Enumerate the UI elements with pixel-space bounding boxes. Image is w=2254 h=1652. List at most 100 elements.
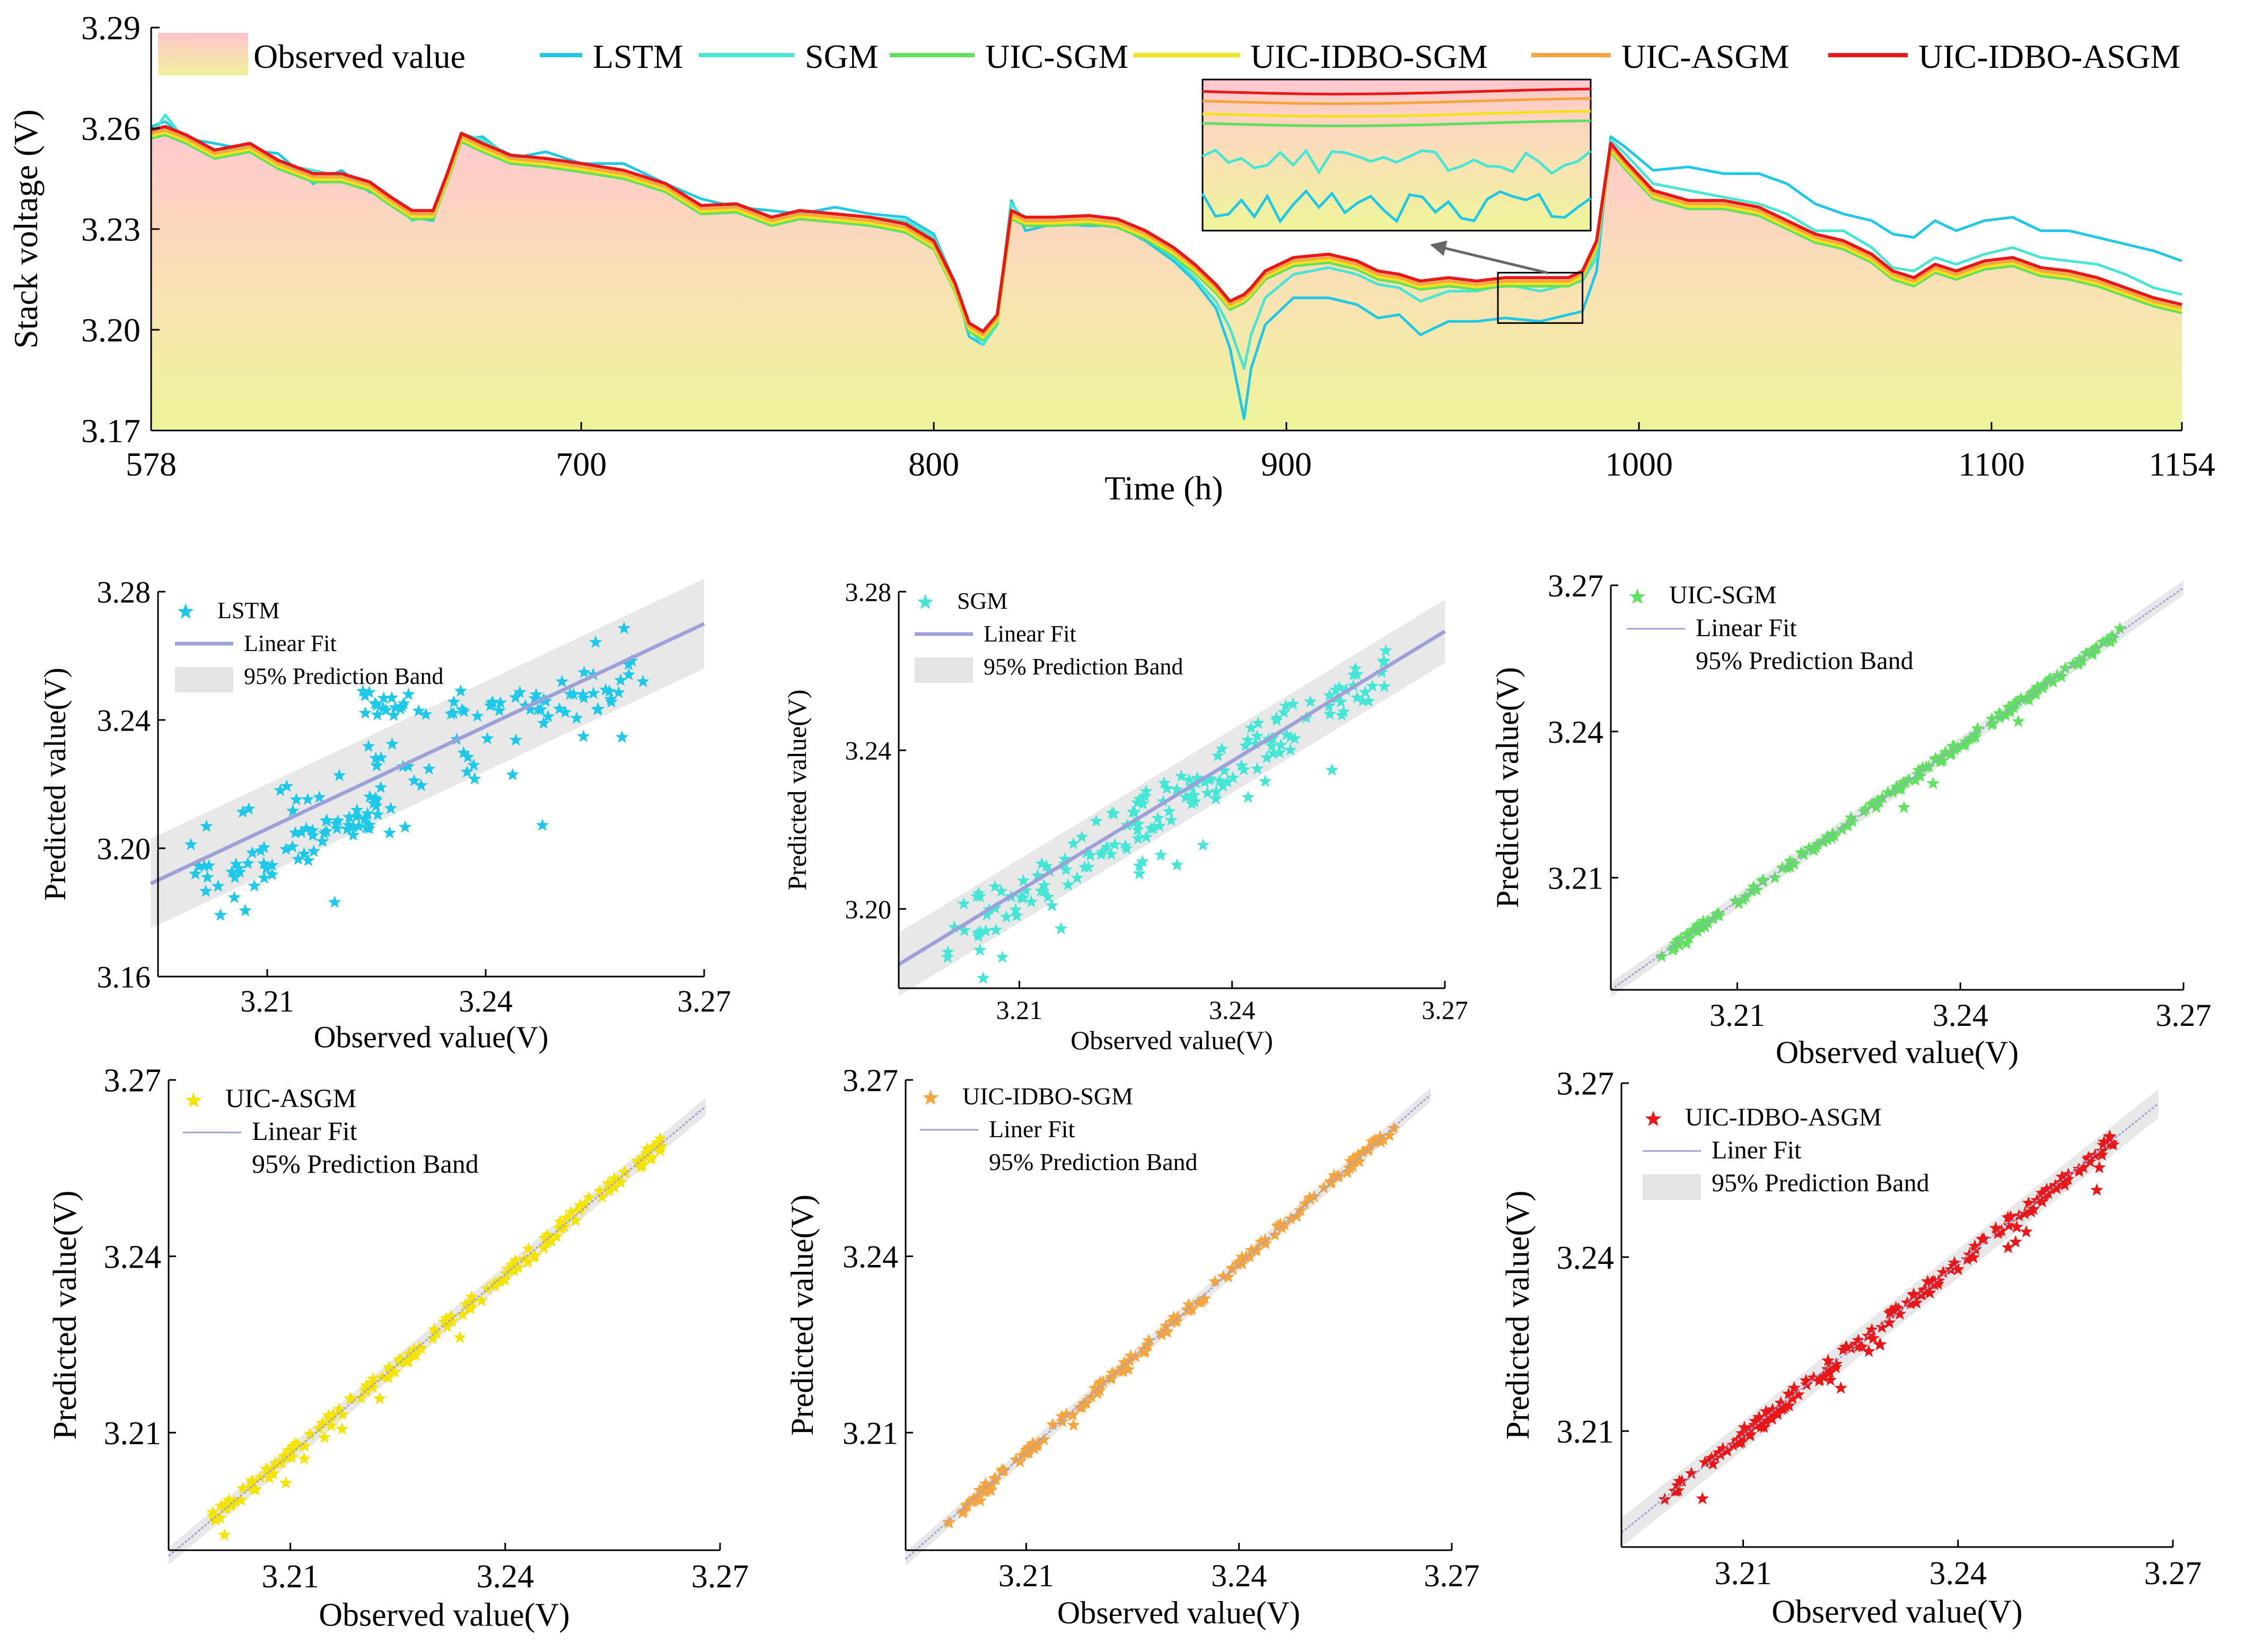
- x-tick-label: 1100: [1958, 445, 2025, 483]
- zoom-inset: [1201, 78, 1592, 232]
- data-point: [540, 1228, 554, 1241]
- data-point: [239, 903, 252, 917]
- y-axis-label: Predicted value(V): [782, 689, 812, 890]
- data-point: [646, 1140, 660, 1153]
- data-point: [1852, 1333, 1865, 1346]
- data-point: [508, 690, 522, 704]
- series-uic-idbo-asgm: [151, 125, 2182, 333]
- data-point: [267, 1466, 280, 1480]
- legend-label: LSTM: [217, 597, 279, 623]
- data-point: [1770, 1407, 1784, 1420]
- data-point: [1088, 1381, 1101, 1394]
- data-point: [536, 818, 549, 831]
- data-point: [1683, 926, 1697, 939]
- data-point: [578, 1198, 591, 1210]
- x-tick-label: 3.21: [1709, 998, 1765, 1033]
- data-point: [320, 813, 334, 827]
- data-point: [374, 751, 388, 763]
- data-point: [1237, 762, 1251, 776]
- data-point: [354, 1391, 367, 1404]
- data-point: [1933, 754, 1947, 767]
- data-point: [1186, 788, 1199, 801]
- inset-series: [1202, 97, 1591, 106]
- data-point: [387, 708, 400, 721]
- x-tick-label: 3.27: [2144, 1556, 2202, 1592]
- data-point: [2038, 678, 2051, 691]
- data-point: [1881, 785, 1895, 798]
- data-point: [437, 1315, 451, 1328]
- data-point: [1037, 884, 1050, 898]
- data-point: [1132, 817, 1145, 830]
- data-point: [1082, 860, 1095, 873]
- x-tick-label: 3.21: [261, 1559, 319, 1595]
- data-point: [1015, 1448, 1029, 1462]
- data-point: [1131, 823, 1144, 836]
- data-point: [1921, 1275, 1934, 1287]
- data-point: [1866, 1331, 1880, 1344]
- data-point: [2007, 698, 2020, 710]
- y-tick-label: 3.21: [104, 1416, 162, 1452]
- data-point: [370, 759, 383, 771]
- data-point: [1865, 1323, 1879, 1335]
- scatter-panel-uic-sgm: 3.21 3.24 3.27 3.21 3.24 3.27 Observed value(V…: [1490, 568, 2212, 1070]
- data-point: [1016, 891, 1030, 904]
- data-point: [1329, 683, 1343, 696]
- data-point: [1100, 840, 1113, 853]
- data-point: [1255, 1235, 1268, 1247]
- data-point: [371, 807, 384, 821]
- data-point: [2020, 1225, 2033, 1238]
- y-axis-label: Predicted value(V): [785, 1194, 820, 1436]
- data-point: [1290, 1209, 1304, 1222]
- data-point: [292, 852, 305, 865]
- data-point: [1951, 1262, 1965, 1276]
- data-point: [2010, 1220, 2023, 1233]
- data-point: [1317, 1181, 1331, 1193]
- data-point: [268, 1456, 282, 1469]
- data-point: [2055, 1175, 2068, 1188]
- data-point: [1162, 804, 1176, 818]
- data-point: [1080, 846, 1093, 859]
- series-uic-sgm: [151, 134, 2182, 341]
- data-point: [402, 687, 415, 700]
- data-point: [1323, 707, 1337, 720]
- data-point: [445, 1314, 459, 1327]
- data-point: [279, 1476, 293, 1489]
- legend-marker: [185, 1092, 202, 1108]
- y-axis-label: Predicted value(V): [47, 1191, 83, 1440]
- data-point: [1776, 861, 1789, 874]
- data-point: [1171, 1310, 1185, 1323]
- data-point: [344, 1391, 357, 1404]
- linear-fit-line: [905, 1094, 1431, 1560]
- data-point: [989, 923, 1003, 936]
- data-point: [1899, 775, 1913, 788]
- data-point: [1362, 1141, 1375, 1154]
- data-point: [1902, 772, 1916, 786]
- data-point: [1840, 819, 1854, 831]
- data-point: [382, 1360, 396, 1374]
- data-point: [1383, 1128, 1396, 1141]
- data-point: [1999, 708, 2012, 722]
- data-point: [1757, 873, 1770, 886]
- data-point: [506, 768, 520, 780]
- data-point: [576, 688, 590, 700]
- data-point: [347, 828, 360, 841]
- data-point: [979, 1477, 993, 1490]
- data-point: [376, 701, 390, 714]
- data-point: [254, 843, 268, 857]
- data-point: [300, 821, 313, 834]
- data-point: [463, 1295, 477, 1308]
- data-point: [1093, 1384, 1107, 1396]
- data-point: [1267, 746, 1280, 759]
- data-point: [199, 819, 213, 832]
- data-point: [1196, 1293, 1209, 1306]
- data-point: [200, 871, 214, 883]
- data-point: [1680, 936, 1694, 950]
- data-point: [384, 802, 398, 814]
- data-point: [447, 695, 461, 708]
- data-point: [1900, 1296, 1914, 1308]
- data-point: [513, 686, 527, 698]
- data-point: [343, 810, 356, 823]
- data-point: [2050, 669, 2064, 681]
- data-point: [1750, 883, 1764, 896]
- data-point: [569, 1214, 582, 1226]
